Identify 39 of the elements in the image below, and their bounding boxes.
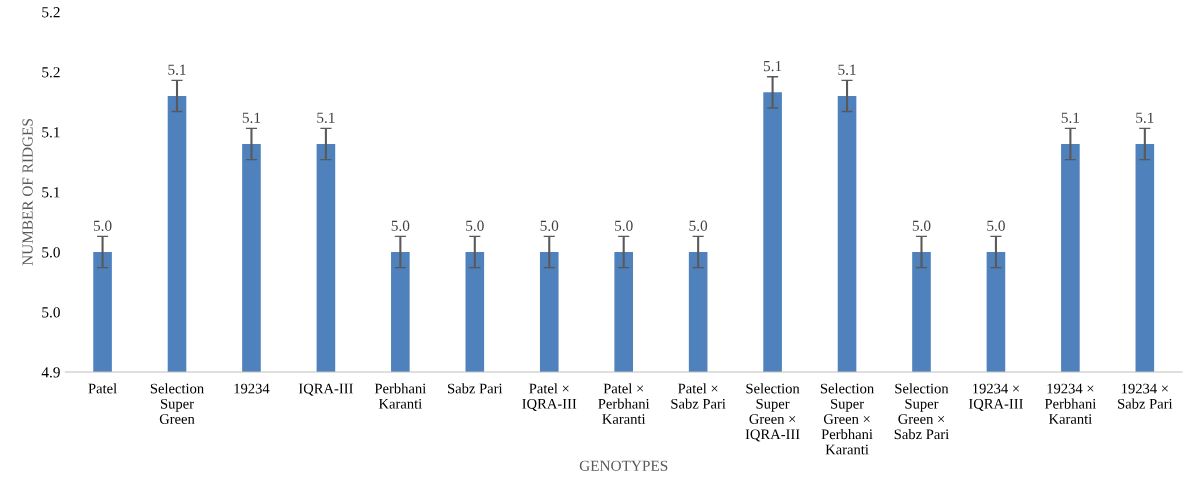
data-label: 5.0: [689, 220, 708, 231]
x-tick-label: 19234 × IQRA-III: [968, 383, 1023, 411]
data-label: 5.1: [838, 64, 856, 75]
y-tick-label: 5.1: [42, 187, 60, 198]
y-tick-label: 5.2: [42, 7, 60, 18]
data-label: 5.1: [168, 64, 186, 75]
data-label: 5.0: [912, 220, 931, 231]
y-tick-label: 5.1: [42, 127, 60, 138]
x-tick-label: Patel × Perbhani Karanti: [598, 383, 650, 424]
x-axis-title: GENOTYPES: [579, 460, 668, 471]
data-label: 5.1: [763, 61, 782, 72]
y-tick-label: 5.2: [42, 67, 60, 78]
data-label: 5.0: [391, 220, 410, 231]
x-tick-label: Selection Super Green × IQRA-III: [745, 383, 800, 442]
y-tick-label: 5.0: [42, 247, 60, 258]
data-label: 5.1: [242, 112, 261, 123]
x-tick-label: Selection Super Green × Sabz Pari: [894, 383, 949, 440]
data-label: 5.1: [1136, 112, 1154, 123]
data-label: 5.0: [93, 220, 112, 231]
x-tick-label: 19234 × Sabz Pari: [1118, 383, 1173, 409]
x-tick-label: Patel × IQRA-III: [522, 383, 577, 411]
data-label: 5.1: [1061, 112, 1080, 123]
data-label: 5.1: [317, 112, 335, 123]
data-label: 5.0: [466, 220, 484, 231]
data-label: 5.0: [615, 220, 633, 231]
x-tick-label: Patel × Sabz Pari: [671, 383, 726, 409]
y-axis-title: NUMBER OF RIDGES: [22, 119, 33, 266]
x-tick-label: 19234 × Perbhani Karanti: [1044, 383, 1097, 424]
x-tick-label: Patel: [88, 383, 117, 394]
x-tick-label: Sabz Pari: [448, 383, 503, 394]
x-tick-label: 19234: [234, 383, 270, 394]
x-tick-label: Selection Super Green × Perbhani Karanti: [820, 383, 874, 455]
data-label: 5.0: [987, 220, 1005, 231]
y-tick-label: 4.9: [41, 367, 60, 378]
y-tick-label: 5.0: [42, 307, 60, 318]
data-label: 5.0: [540, 220, 559, 231]
x-tick-label: IQRA-III: [298, 383, 353, 396]
x-tick-label: Selection Super Green: [150, 383, 204, 424]
x-tick-label: Perbhani Karanti: [374, 383, 426, 409]
